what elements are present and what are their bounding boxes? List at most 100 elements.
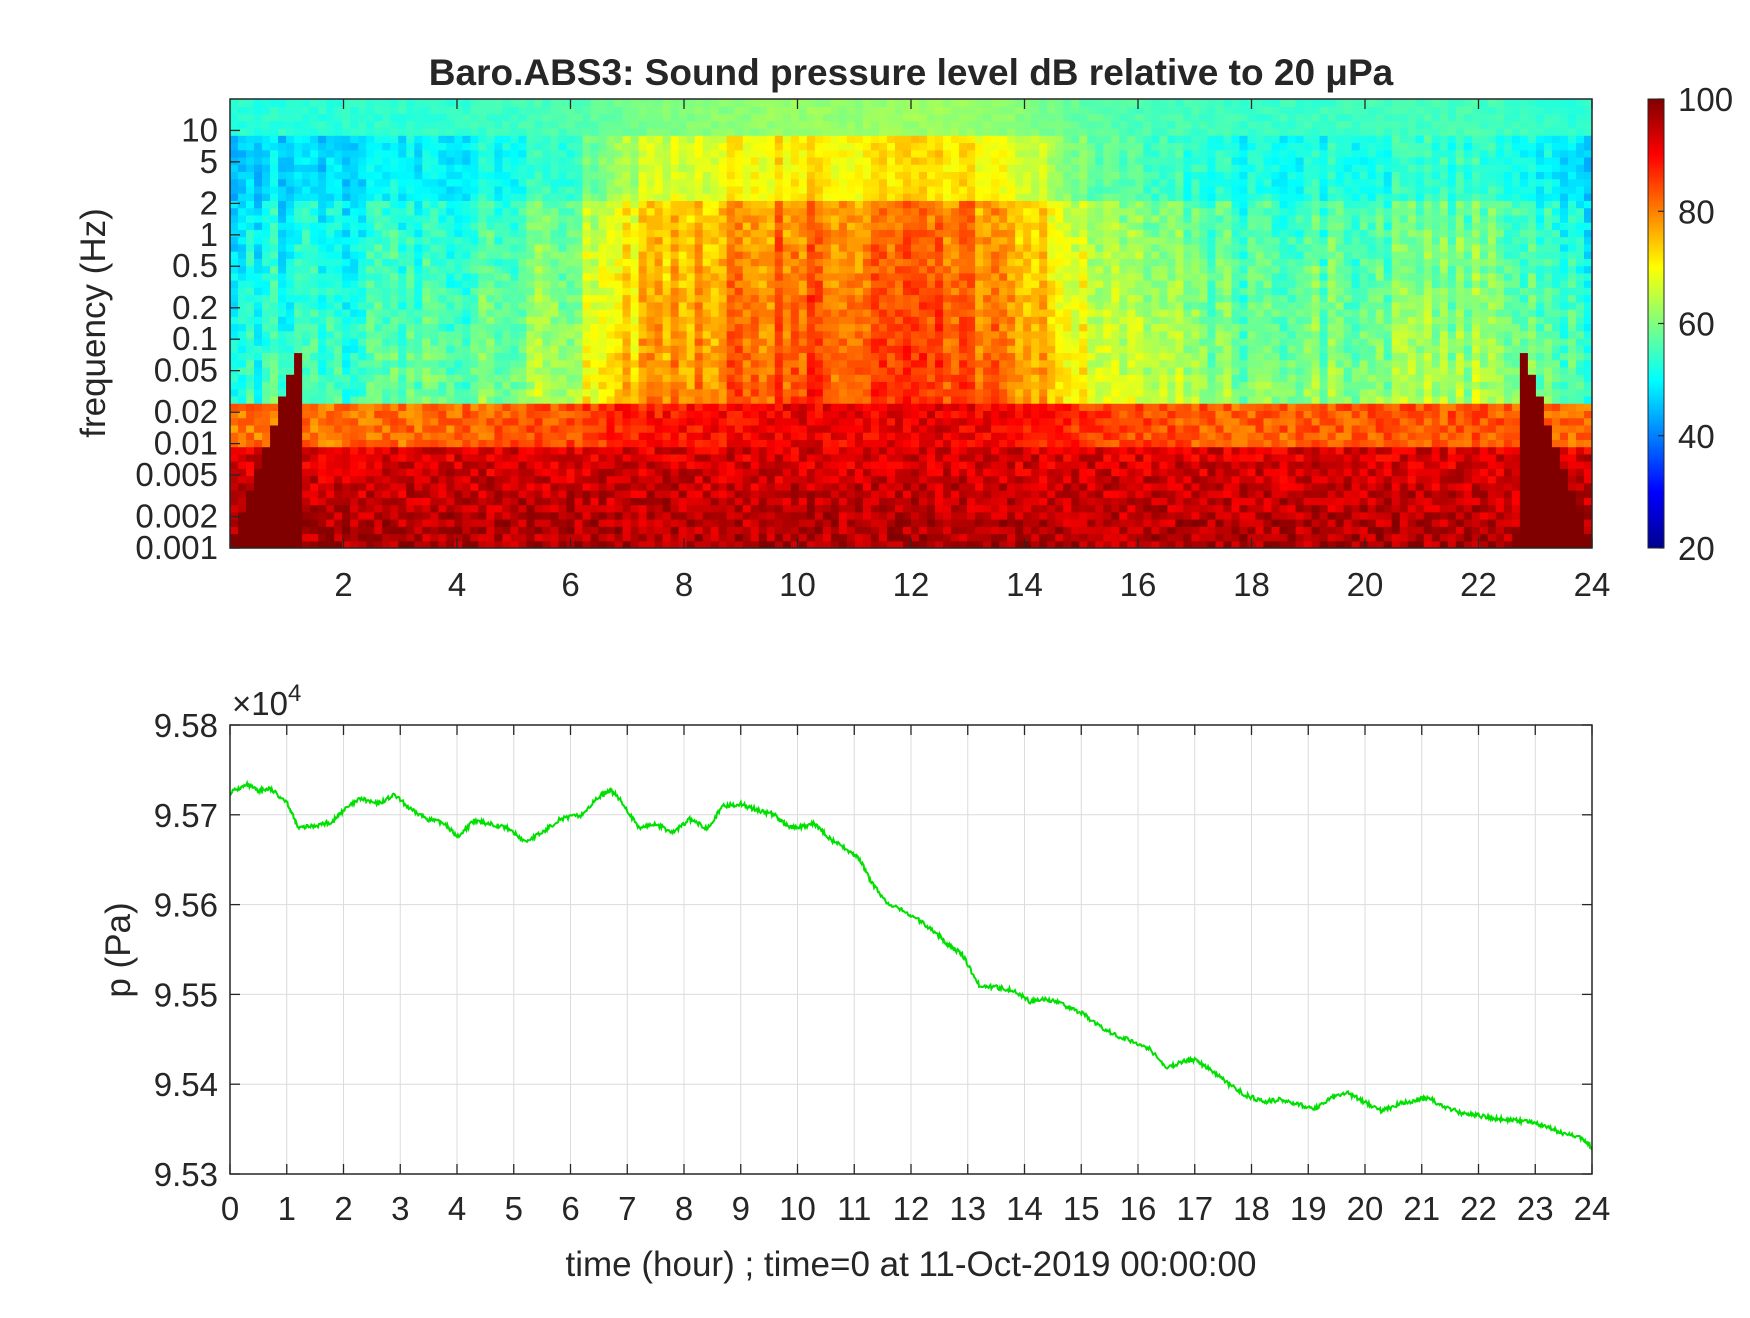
heatmap-cell bbox=[822, 359, 832, 368]
heatmap-cell bbox=[630, 229, 640, 238]
heatmap-cell bbox=[366, 207, 375, 216]
heatmap-cell bbox=[710, 468, 720, 477]
heatmap-cell bbox=[398, 504, 407, 513]
heatmap-cell bbox=[854, 526, 864, 535]
heatmap-cell bbox=[534, 243, 544, 252]
heatmap-cell bbox=[774, 214, 784, 223]
heatmap-cell bbox=[454, 280, 463, 288]
heatmap-cell bbox=[622, 439, 632, 448]
heatmap-cell bbox=[742, 164, 752, 173]
heatmap-cell bbox=[558, 337, 568, 346]
heatmap-cell bbox=[798, 222, 808, 230]
heatmap-cell bbox=[422, 301, 431, 310]
heatmap-cell bbox=[662, 533, 672, 542]
heatmap-cell bbox=[646, 287, 656, 296]
heatmap-cell bbox=[478, 258, 487, 267]
heatmap-cell bbox=[446, 337, 455, 346]
heatmap-cell bbox=[590, 106, 600, 115]
heatmap-cell bbox=[254, 519, 263, 527]
heatmap-cell bbox=[630, 280, 640, 288]
heatmap-cell bbox=[486, 345, 495, 354]
heatmap-cell bbox=[662, 395, 672, 404]
heatmap-cell bbox=[422, 156, 431, 165]
heatmap-cell bbox=[262, 135, 271, 144]
heatmap-cell bbox=[518, 272, 528, 281]
heatmap-cell bbox=[622, 251, 632, 259]
heatmap-cell bbox=[422, 265, 431, 274]
heatmap-cell bbox=[854, 309, 864, 317]
heatmap-cell bbox=[814, 446, 824, 455]
heatmap-cell bbox=[806, 106, 816, 115]
heatmap-cell bbox=[230, 497, 239, 506]
heatmap-cell bbox=[454, 374, 463, 383]
heatmap-cell bbox=[758, 193, 768, 201]
heatmap-cell bbox=[534, 490, 544, 498]
heatmap-cell bbox=[774, 258, 784, 267]
heatmap-cell bbox=[294, 171, 303, 180]
heatmap-cell bbox=[694, 222, 704, 230]
heatmap-cell bbox=[822, 381, 832, 390]
heatmap-cell bbox=[814, 207, 824, 216]
heatmap-cell bbox=[734, 113, 744, 122]
heatmap-cell bbox=[582, 99, 592, 107]
heatmap-cell bbox=[790, 540, 800, 548]
heatmap-cell bbox=[302, 482, 311, 491]
heatmap-cell bbox=[582, 352, 592, 361]
heatmap-cell bbox=[830, 461, 840, 469]
heatmap-cell bbox=[750, 395, 760, 404]
heatmap-cell bbox=[606, 149, 616, 158]
heatmap-cell bbox=[702, 106, 712, 115]
heatmap-cell bbox=[622, 475, 632, 484]
heatmap-cell bbox=[510, 446, 520, 455]
heatmap-cell bbox=[550, 99, 560, 107]
heatmap-cell bbox=[470, 99, 479, 107]
heatmap-cell bbox=[758, 200, 768, 209]
heatmap-cell bbox=[286, 236, 295, 245]
heatmap-cell bbox=[302, 424, 311, 433]
heatmap-cell bbox=[854, 446, 864, 455]
heatmap-cell bbox=[622, 497, 632, 506]
heatmap-cell bbox=[406, 258, 415, 267]
heatmap-cell bbox=[238, 446, 247, 455]
heatmap-cell bbox=[726, 468, 736, 477]
heatmap-cell bbox=[806, 156, 816, 165]
heatmap-cell bbox=[614, 345, 624, 354]
heatmap-cell bbox=[462, 113, 471, 122]
heatmap-cell bbox=[838, 439, 848, 448]
heatmap-cell bbox=[654, 207, 664, 216]
heatmap-cell bbox=[718, 178, 728, 187]
heatmap-cell bbox=[582, 424, 592, 433]
heatmap-cell bbox=[702, 337, 712, 346]
heatmap-cell bbox=[470, 490, 479, 498]
heatmap-cell bbox=[438, 366, 447, 375]
heatmap-cell bbox=[358, 410, 367, 419]
heatmap-cell bbox=[358, 222, 367, 230]
heatmap-cell bbox=[694, 511, 704, 520]
heatmap-cell bbox=[806, 222, 816, 230]
heatmap-cell bbox=[374, 301, 383, 310]
heatmap-cell bbox=[654, 446, 664, 455]
heatmap-cell bbox=[750, 461, 760, 469]
heatmap-cell bbox=[230, 142, 239, 151]
heatmap-cell bbox=[358, 301, 367, 310]
heatmap-cell bbox=[446, 258, 455, 267]
heatmap-cell bbox=[238, 207, 247, 216]
heatmap-cell bbox=[582, 345, 592, 354]
heatmap-cell bbox=[758, 468, 768, 477]
heatmap-cell bbox=[662, 461, 672, 469]
heatmap-cell bbox=[454, 127, 463, 136]
heatmap-cell bbox=[390, 193, 399, 201]
heatmap-cell bbox=[750, 439, 760, 448]
heatmap-cell bbox=[278, 504, 287, 513]
heatmap-cell bbox=[862, 294, 872, 303]
heatmap-cell bbox=[254, 301, 263, 310]
heatmap-cell bbox=[574, 106, 584, 115]
heatmap-cell bbox=[462, 490, 471, 498]
heatmap-cell bbox=[710, 395, 720, 404]
heatmap-cell bbox=[574, 330, 584, 339]
heatmap-cell bbox=[678, 504, 688, 513]
heatmap-cell bbox=[318, 222, 327, 230]
heatmap-cell bbox=[550, 345, 560, 354]
heatmap-cell bbox=[470, 511, 479, 520]
heatmap-cell bbox=[454, 142, 463, 151]
